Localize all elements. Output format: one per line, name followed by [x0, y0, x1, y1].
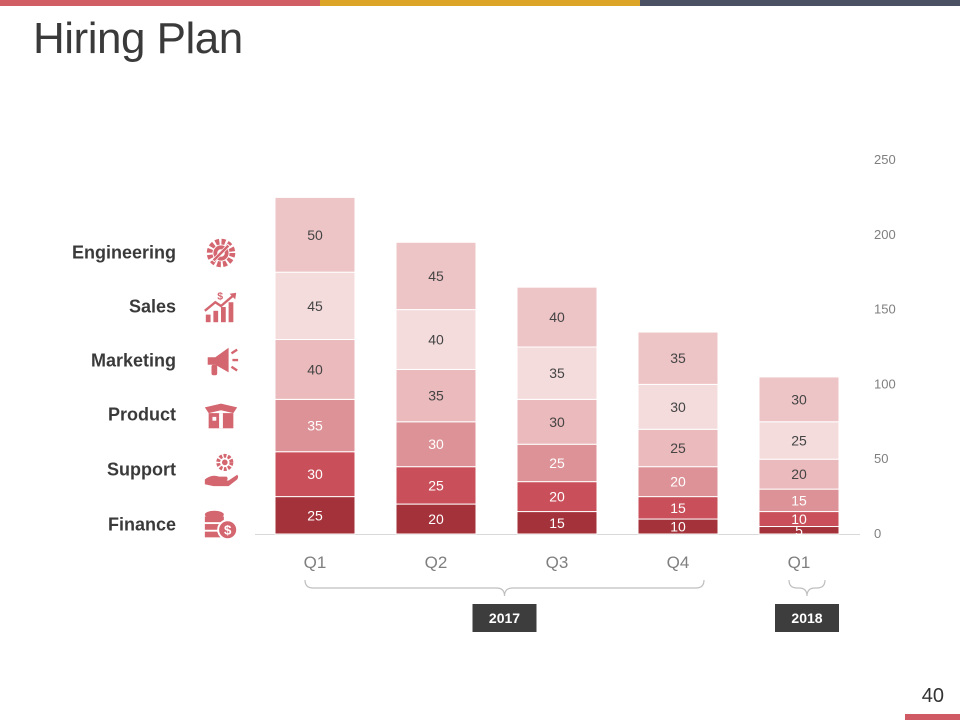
bar-segment-engineering [637, 331, 719, 385]
legend-item-finance: Finance $ [40, 505, 250, 545]
data-label: 20 [670, 474, 686, 490]
bar-segment-engineering [274, 196, 356, 273]
bar-segment-support [274, 451, 356, 498]
data-label: 30 [307, 466, 323, 482]
top-bar-segment-gold [320, 0, 640, 6]
top-bar-segment-slate [640, 0, 960, 6]
bar-segment-sales [516, 346, 598, 400]
legend-label: Engineering [71, 242, 176, 263]
legend-item-marketing: Marketing [40, 341, 250, 381]
data-label: 10 [670, 519, 686, 535]
y-tick-label: 50 [874, 451, 888, 466]
legend-label: Sales [128, 296, 176, 317]
x-tick-label: Q1 [788, 553, 811, 572]
bar-segment-product [395, 421, 477, 468]
data-label: 40 [307, 361, 323, 377]
coins-dollar-icon: $ [202, 506, 240, 544]
svg-text:$: $ [217, 291, 223, 302]
bar-segment-engineering [758, 376, 840, 423]
bar-segment-finance [274, 496, 356, 535]
data-label: 15 [791, 492, 807, 508]
data-label: 25 [670, 440, 686, 456]
year-badge-2018 [775, 604, 839, 632]
bar-segment-product [637, 466, 719, 498]
x-tick-label: Q2 [425, 553, 448, 572]
y-tick-label: 100 [874, 376, 896, 391]
x-tick-label: Q1 [304, 553, 327, 572]
legend-label: Marketing [90, 350, 176, 371]
legend-item-product: Product [40, 395, 250, 435]
data-label: 40 [549, 309, 565, 325]
page-number: 40 [921, 685, 944, 707]
group-brace-2017 [304, 579, 705, 597]
bar-segment-marketing [516, 398, 598, 445]
bar-segment-finance [395, 503, 477, 535]
data-label: 40 [428, 332, 444, 348]
page-title: Hiring Plan [33, 14, 243, 63]
data-label: 15 [670, 500, 686, 516]
data-label: 20 [549, 489, 565, 505]
data-label: 45 [428, 268, 444, 284]
y-tick-label: 250 [874, 152, 896, 167]
legend-label: Support [107, 459, 176, 480]
gear-wrench-icon [202, 234, 240, 272]
year-badge-2017 [472, 604, 537, 632]
x-tick-label: Q3 [546, 553, 569, 572]
data-label: 30 [428, 436, 444, 452]
legend-item-engineering: Engineering [40, 233, 250, 273]
bar-segment-marketing [637, 428, 719, 468]
data-label: 10 [791, 511, 807, 527]
legend-item-sales: Sales $ [40, 287, 250, 327]
data-label: 35 [549, 365, 565, 381]
data-label: 35 [428, 388, 444, 404]
bar-segment-marketing [274, 339, 356, 400]
sales-growth-icon: $ [202, 288, 240, 326]
bar-segment-sales [758, 421, 840, 460]
data-label: 20 [791, 466, 807, 482]
y-tick-label: 200 [874, 227, 896, 242]
data-label: 25 [549, 455, 565, 471]
support-hand-icon [202, 451, 240, 489]
y-tick-label: 0 [874, 526, 881, 541]
top-bar-segment-red [0, 0, 320, 6]
bar-segment-support [516, 481, 598, 513]
data-label: 35 [307, 418, 323, 434]
data-label: 25 [307, 507, 323, 523]
legend-item-support: Support [40, 450, 250, 490]
bar-segment-product [274, 398, 356, 453]
y-tick-label: 150 [874, 302, 896, 317]
year-badge-label: 2017 [489, 610, 520, 626]
group-brace-2018 [788, 579, 826, 597]
data-label: 5 [795, 522, 803, 538]
x-tick-label: Q4 [667, 553, 690, 572]
data-label: 45 [307, 298, 323, 314]
legend-label: Finance [107, 514, 176, 535]
data-label: 35 [670, 350, 686, 366]
data-label: 25 [791, 433, 807, 449]
bar-segment-support [395, 466, 477, 505]
data-label: 50 [307, 227, 323, 243]
product-box-icon [202, 396, 240, 434]
top-accent-bar [0, 0, 960, 6]
bar-segment-engineering [395, 241, 477, 311]
megaphone-icon [202, 342, 240, 380]
data-label: 30 [549, 414, 565, 430]
year-badge-label: 2018 [791, 610, 822, 626]
bar-segment-sales [637, 383, 719, 430]
page-number-accent [905, 714, 960, 720]
data-label: 20 [428, 511, 444, 527]
bar-segment-marketing [395, 368, 477, 423]
bar-segment-engineering [516, 286, 598, 348]
bar-segment-sales [274, 271, 356, 341]
svg-text:$: $ [224, 523, 232, 538]
data-label: 15 [549, 515, 565, 531]
data-label: 30 [791, 391, 807, 407]
data-label: 25 [428, 477, 444, 493]
legend-label: Product [107, 404, 176, 425]
data-label: 30 [670, 399, 686, 415]
